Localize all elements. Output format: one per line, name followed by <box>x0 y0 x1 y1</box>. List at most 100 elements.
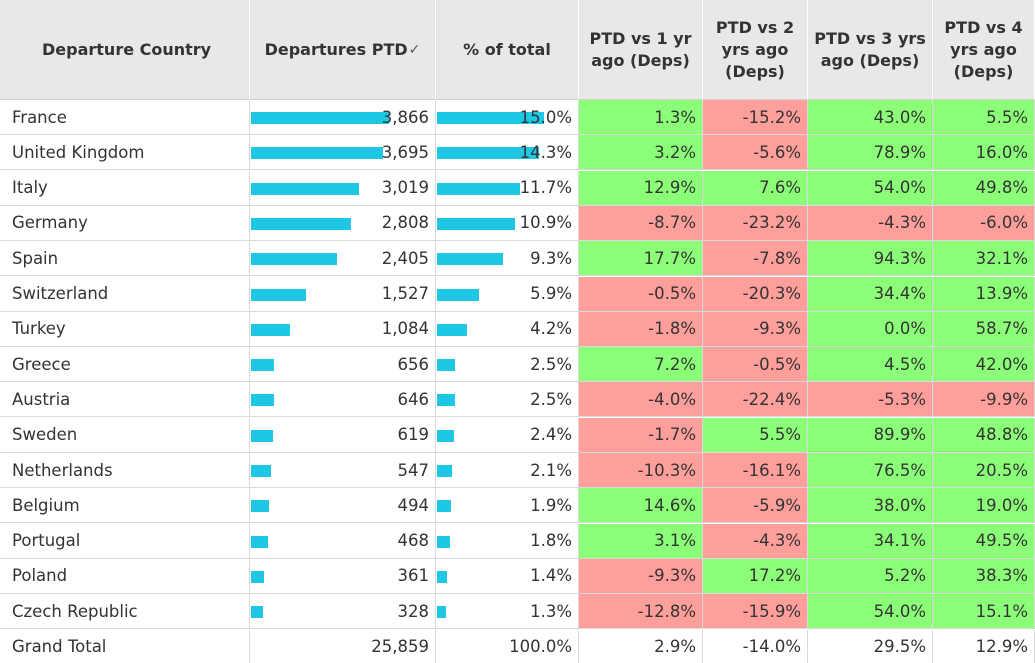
ptd-vs3-cell: 94.3% <box>808 241 933 277</box>
ptd-vs3-cell: 34.1% <box>808 523 933 559</box>
pct-cell: 2.5% <box>436 382 579 418</box>
header-departures-ptd[interactable]: Departures PTD ✓ <box>250 0 436 100</box>
table-row[interactable]: Switzerland 1,527 5.9% -0.5% -20.3% 34.4% 13.9… <box>0 276 1035 312</box>
departures-value: 3,695 <box>381 142 429 162</box>
ptd-vs3-value: 89.9% <box>873 425 926 445</box>
departures-value: 547 <box>397 460 430 480</box>
ptd-vs4-cell: 16.0% <box>933 135 1035 171</box>
country-name: Italy <box>12 178 48 198</box>
ptd-vs4-cell: 48.8% <box>933 417 1035 453</box>
pct-value: 1.8% <box>530 531 572 551</box>
table-row[interactable]: Belgium 494 1.9% 14.6% -5.9% 38.0% 19.0% <box>0 488 1035 524</box>
departures-bar <box>251 570 264 583</box>
table-row[interactable]: Poland 361 1.4% -9.3% 17.2% 5.2% 38.3% <box>0 558 1035 594</box>
table-row[interactable]: Spain 2,405 9.3% 17.7% -7.8% 94.3% 32.1% <box>0 241 1035 277</box>
ptd-vs2-cell: -14.0% <box>703 629 808 663</box>
header-ptd-vs-2yrs[interactable]: PTD vs 2 yrs ago (Deps) <box>703 0 808 100</box>
header-ptd-vs-4yrs[interactable]: PTD vs 4 yrs ago (Deps) <box>933 0 1035 100</box>
pct-bar <box>437 323 467 336</box>
pct-bar <box>437 253 504 266</box>
header-ptd-vs-1yr[interactable]: PTD vs 1 yr ago (Deps) <box>579 0 703 100</box>
country-cell: Turkey <box>0 311 250 347</box>
ptd-vs3-cell: -4.3% <box>808 205 933 241</box>
header-ptd-vs-3yrs[interactable]: PTD vs 3 yrs ago (Deps) <box>808 0 933 100</box>
ptd-vs2-cell: -15.2% <box>703 100 808 135</box>
ptd-vs1-cell: -1.7% <box>579 417 703 453</box>
country-cell: Grand Total <box>0 629 250 663</box>
pct-cell: 14.3% <box>436 135 579 171</box>
table-row[interactable]: Italy 3,019 11.7% 12.9% 7.6% 54.0% 49.8% <box>0 170 1035 206</box>
table-row[interactable]: Portugal 468 1.8% 3.1% -4.3% 34.1% 49.5% <box>0 523 1035 559</box>
ptd-vs2-cell: -15.9% <box>703 594 808 630</box>
ptd-vs1-value: -10.3% <box>637 460 696 480</box>
ptd-vs1-cell: 14.6% <box>579 488 703 524</box>
header-departure-country[interactable]: Departure Country <box>0 0 250 100</box>
ptd-vs3-value: 54.0% <box>873 178 926 198</box>
ptd-vs2-cell: 5.5% <box>703 417 808 453</box>
pct-bar <box>437 217 515 230</box>
ptd-vs4-value: 12.9% <box>975 637 1028 656</box>
sort-icon[interactable]: ✓ <box>408 41 421 58</box>
ptd-vs2-value: 17.2% <box>748 566 801 586</box>
departures-cell: 3,866 <box>250 100 436 135</box>
ptd-vs4-value: 32.1% <box>975 248 1028 268</box>
country-cell: Belgium <box>0 488 250 524</box>
departures-value: 328 <box>397 601 430 621</box>
departures-cell: 468 <box>250 523 436 559</box>
pct-cell: 15.0% <box>436 100 579 135</box>
departures-bar <box>251 394 275 407</box>
table-row[interactable]: Sweden 619 2.4% -1.7% 5.5% 89.9% 48.8% <box>0 417 1035 453</box>
table-row[interactable]: France 3,866 15.0% 1.3% -15.2% 43.0% 5.5% <box>0 100 1035 135</box>
ptd-vs1-cell: -12.8% <box>579 594 703 630</box>
ptd-vs4-value: 19.0% <box>975 495 1028 515</box>
pct-cell: 100.0% <box>436 629 579 663</box>
table-row[interactable]: Germany 2,808 10.9% -8.7% -23.2% -4.3% -6.0% <box>0 205 1035 241</box>
table-row[interactable]: Austria 646 2.5% -4.0% -22.4% -5.3% -9.9% <box>0 382 1035 418</box>
grand-total-row[interactable]: Grand Total 25,859 100.0% 2.9% -14.0% 29.5% 12… <box>0 629 1035 663</box>
departures-value: 1,527 <box>381 284 429 303</box>
country-name: Czech Republic <box>12 601 138 621</box>
departures-cell: 619 <box>250 417 436 453</box>
departures-cell: 1,527 <box>250 276 436 312</box>
country-name: Spain <box>12 248 59 268</box>
table-row[interactable]: Turkey 1,084 4.2% -1.8% -9.3% 0.0% 58.7% <box>0 311 1035 347</box>
country-cell: Italy <box>0 170 250 206</box>
departures-cell: 25,859 <box>250 629 436 663</box>
departures-bar <box>251 500 269 513</box>
ptd-vs1-value: 14.6% <box>643 495 696 515</box>
country-cell: Greece <box>0 347 250 383</box>
ptd-vs2-value: -16.1% <box>742 460 801 480</box>
country-name: Grand Total <box>12 637 107 656</box>
ptd-vs3-value: 76.5% <box>873 460 926 480</box>
ptd-vs1-value: 12.9% <box>643 178 696 198</box>
table-row[interactable]: Netherlands 547 2.1% -10.3% -16.1% 76.5% 20.5% <box>0 453 1035 488</box>
ptd-vs3-cell: 29.5% <box>808 629 933 663</box>
pct-value: 10.9% <box>519 213 572 233</box>
pct-cell: 2.5% <box>436 347 579 383</box>
departures-cell: 656 <box>250 347 436 383</box>
ptd-vs4-value: 49.5% <box>975 531 1028 551</box>
ptd-vs3-cell: 43.0% <box>808 100 933 135</box>
ptd-vs3-cell: 4.5% <box>808 347 933 383</box>
pct-bar <box>437 429 455 442</box>
country-cell: Portugal <box>0 523 250 559</box>
ptd-vs1-value: 17.7% <box>643 248 696 268</box>
ptd-vs3-cell: 34.4% <box>808 276 933 312</box>
table-row[interactable]: Czech Republic 328 1.3% -12.8% -15.9% 54.0% 15… <box>0 594 1035 630</box>
ptd-vs2-cell: -23.2% <box>703 205 808 241</box>
ptd-vs1-value: 3.2% <box>654 142 696 162</box>
table-row[interactable]: United Kingdom 3,695 14.3% 3.2% -5.6% 78.9% 16… <box>0 135 1035 171</box>
ptd-vs1-cell: -9.3% <box>579 558 703 594</box>
country-cell: United Kingdom <box>0 135 250 171</box>
ptd-vs4-value: 48.8% <box>975 425 1028 445</box>
departures-value: 3,019 <box>381 178 429 198</box>
header-pct-of-total[interactable]: % of total <box>436 0 579 100</box>
table-row[interactable]: Greece 656 2.5% 7.2% -0.5% 4.5% 42.0% <box>0 347 1035 383</box>
ptd-vs1-value: -1.7% <box>648 425 696 445</box>
ptd-vs4-cell: -6.0% <box>933 205 1035 241</box>
pct-cell: 2.1% <box>436 453 579 488</box>
ptd-vs4-value: 38.3% <box>975 566 1028 586</box>
departures-cell: 547 <box>250 453 436 488</box>
ptd-vs3-value: 38.0% <box>873 495 926 515</box>
departures-value: 494 <box>397 495 430 515</box>
